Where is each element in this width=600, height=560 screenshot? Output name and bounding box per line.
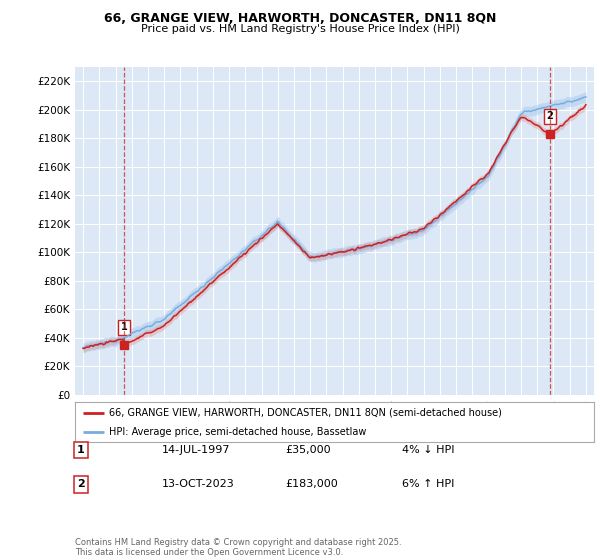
Text: 2: 2 [547,111,553,122]
Text: 1: 1 [77,445,85,455]
Text: 66, GRANGE VIEW, HARWORTH, DONCASTER, DN11 8QN: 66, GRANGE VIEW, HARWORTH, DONCASTER, DN… [104,12,496,25]
Text: 1: 1 [121,322,128,332]
Text: £35,000: £35,000 [285,445,331,455]
Text: 13-OCT-2023: 13-OCT-2023 [162,479,235,489]
Text: Contains HM Land Registry data © Crown copyright and database right 2025.
This d: Contains HM Land Registry data © Crown c… [75,538,401,557]
Text: Price paid vs. HM Land Registry's House Price Index (HPI): Price paid vs. HM Land Registry's House … [140,24,460,34]
Text: 6% ↑ HPI: 6% ↑ HPI [402,479,454,489]
Text: 14-JUL-1997: 14-JUL-1997 [162,445,230,455]
Text: HPI: Average price, semi-detached house, Bassetlaw: HPI: Average price, semi-detached house,… [109,427,366,436]
Text: £183,000: £183,000 [285,479,338,489]
Text: 66, GRANGE VIEW, HARWORTH, DONCASTER, DN11 8QN (semi-detached house): 66, GRANGE VIEW, HARWORTH, DONCASTER, DN… [109,408,502,418]
Text: 2: 2 [77,479,85,489]
Text: 4% ↓ HPI: 4% ↓ HPI [402,445,455,455]
